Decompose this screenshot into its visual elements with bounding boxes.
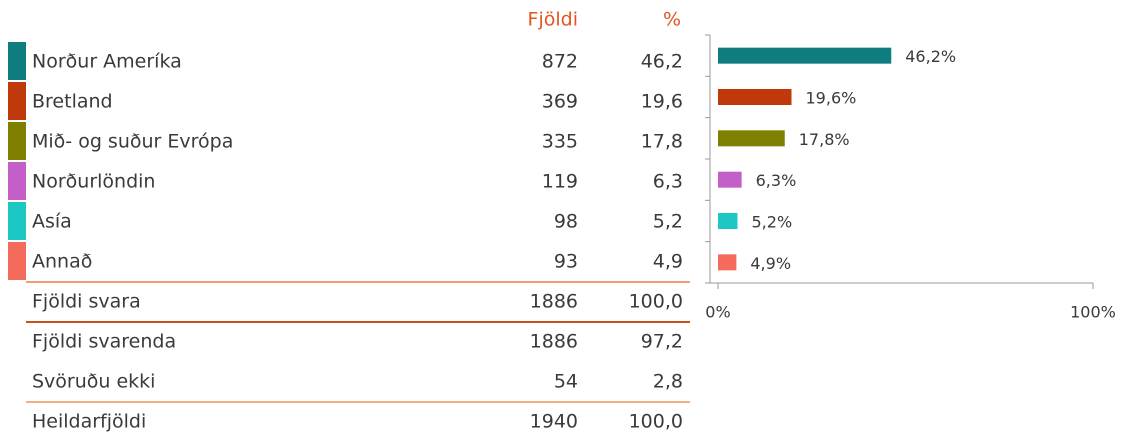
bar bbox=[718, 171, 742, 188]
summary-percent: 100,0 bbox=[629, 411, 683, 433]
x-tick-label: 100% bbox=[1070, 303, 1116, 322]
summary-count: 1886 bbox=[530, 291, 578, 313]
summary-percent: 97,2 bbox=[641, 331, 683, 353]
summary-name: Fjöldi svarenda bbox=[32, 331, 176, 353]
bar bbox=[718, 213, 738, 229]
row-name: Bretland bbox=[32, 91, 113, 113]
swatch bbox=[8, 162, 26, 200]
row-count: 119 bbox=[542, 171, 578, 193]
row-percent: 4,9 bbox=[653, 251, 683, 273]
summary-name: Svöruðu ekki bbox=[32, 371, 155, 393]
row-percent: 5,2 bbox=[653, 211, 683, 233]
summary-count: 1940 bbox=[530, 411, 578, 433]
swatch bbox=[8, 82, 26, 120]
swatch bbox=[8, 122, 26, 160]
row-percent: 46,2 bbox=[641, 51, 683, 73]
summary-name: Heildarfjöldi bbox=[32, 411, 146, 433]
row-percent: 6,3 bbox=[653, 171, 683, 193]
header-count: Fjöldi bbox=[528, 9, 578, 31]
swatch bbox=[8, 202, 26, 240]
x-tick-label: 0% bbox=[705, 303, 730, 322]
value-label: 46,2% bbox=[905, 47, 956, 66]
swatch bbox=[8, 42, 26, 80]
bar bbox=[718, 89, 792, 105]
bar bbox=[718, 254, 737, 271]
summary-percent: 2,8 bbox=[653, 371, 683, 393]
row-count: 369 bbox=[542, 91, 578, 113]
row-count: 872 bbox=[542, 51, 578, 73]
row-percent: 19,6 bbox=[641, 91, 683, 113]
bar bbox=[718, 130, 785, 147]
summary-count: 54 bbox=[554, 371, 578, 393]
row-count: 335 bbox=[542, 131, 578, 153]
value-label: 5,2% bbox=[752, 213, 793, 232]
header-percent: % bbox=[663, 9, 681, 31]
row-name: Mið- og suður Evrópa bbox=[32, 131, 233, 153]
row-percent: 17,8 bbox=[641, 131, 683, 153]
swatch bbox=[8, 242, 26, 280]
row-count: 93 bbox=[554, 251, 578, 273]
value-label: 4,9% bbox=[750, 254, 791, 273]
value-label: 19,6% bbox=[806, 89, 857, 108]
summary-name: Fjöldi svara bbox=[32, 291, 141, 313]
summary-percent: 100,0 bbox=[629, 291, 683, 313]
bar bbox=[718, 47, 892, 64]
row-name: Asía bbox=[32, 211, 72, 233]
row-name: Norður Ameríka bbox=[32, 51, 182, 73]
row-name: Annað bbox=[32, 251, 92, 273]
summary-count: 1886 bbox=[530, 331, 578, 353]
value-label: 6,3% bbox=[756, 171, 797, 190]
row-name: Norðurlöndin bbox=[32, 171, 155, 193]
value-label: 17,8% bbox=[799, 130, 850, 149]
row-count: 98 bbox=[554, 211, 578, 233]
